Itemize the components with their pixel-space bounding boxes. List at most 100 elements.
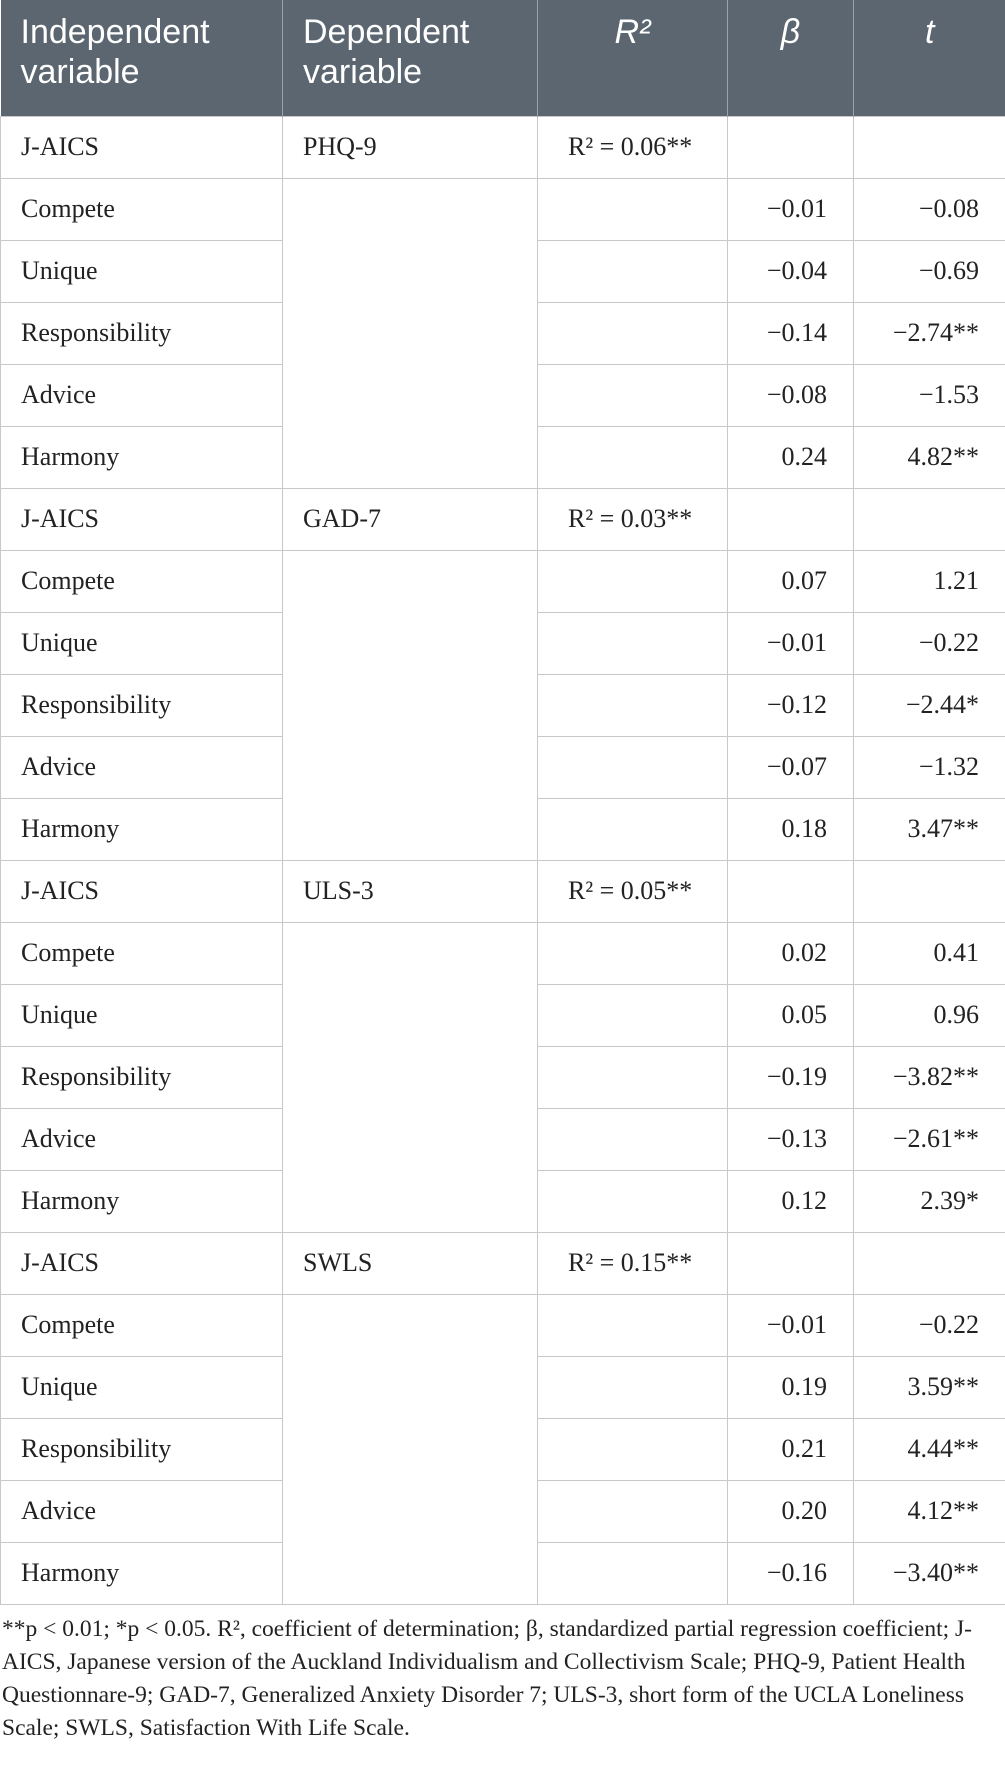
r2-cell: [537, 1479, 728, 1543]
r2-cell: [537, 1417, 728, 1481]
beta-cell: 0.07: [727, 549, 854, 613]
predictor-row: Unique 0.05 0.96: [0, 983, 1005, 1047]
r2-cell: [537, 363, 728, 427]
t-cell: 4.44**: [853, 1417, 1005, 1481]
t-cell: −3.82**: [853, 1045, 1005, 1109]
predictor-cell: Harmony: [0, 1541, 283, 1605]
empty-cell: [282, 549, 538, 861]
r2-cell: [537, 549, 728, 613]
t-cell: 1.21: [853, 549, 1005, 613]
beta-cell: 0.24: [727, 425, 854, 489]
beta-cell: −0.01: [727, 611, 854, 675]
t-cell: 0.96: [853, 983, 1005, 1047]
predictor-cell: Harmony: [0, 1169, 283, 1233]
predictor-row: Harmony 0.18 3.47**: [0, 797, 1005, 861]
r2-cell: [537, 425, 728, 489]
predictor-cell: Unique: [0, 1355, 283, 1419]
predictor-cell: Compete: [0, 921, 283, 985]
beta-cell: [727, 859, 854, 923]
beta-cell: −0.13: [727, 1107, 854, 1171]
t-cell: −0.69: [853, 239, 1005, 303]
beta-cell: [727, 115, 854, 179]
predictor-row: Responsibility −0.19 −3.82**: [0, 1045, 1005, 1109]
header-cell: Dependent variable: [282, 0, 538, 116]
r2-cell: [537, 1541, 728, 1605]
predictor-cell: Unique: [0, 611, 283, 675]
t-cell: −2.44*: [853, 673, 1005, 737]
dependent-cell: PHQ-9: [282, 115, 538, 179]
t-cell: −1.32: [853, 735, 1005, 799]
beta-cell: 0.02: [727, 921, 854, 985]
r2-cell: [537, 1107, 728, 1171]
independent-cell: J-AICS: [0, 487, 283, 551]
predictor-row: Compete −0.01 −0.22: [0, 1293, 1005, 1605]
t-cell: 4.12**: [853, 1479, 1005, 1543]
predictor-row: Compete 0.07 1.21: [0, 549, 1005, 861]
r2-cell: [537, 611, 728, 675]
empty-cell: [282, 177, 538, 489]
t-cell: [853, 487, 1005, 551]
group-row: J-AICS ULS-3 R² = 0.05**: [0, 859, 1005, 923]
predictor-row: Harmony 0.12 2.39*: [0, 1169, 1005, 1233]
t-cell: [853, 1231, 1005, 1295]
predictor-cell: Advice: [0, 735, 283, 799]
independent-cell: J-AICS: [0, 115, 283, 179]
beta-cell: −0.16: [727, 1541, 854, 1605]
predictor-cell: Unique: [0, 239, 283, 303]
predictor-row: Unique −0.01 −0.22: [0, 611, 1005, 675]
r2-cell: R² = 0.06**: [537, 115, 728, 179]
r2-cell: [537, 1045, 728, 1109]
t-cell: −2.74**: [853, 301, 1005, 365]
independent-cell: J-AICS: [0, 859, 283, 923]
r2-cell: [537, 797, 728, 861]
predictor-cell: Unique: [0, 983, 283, 1047]
t-cell: 4.82**: [853, 425, 1005, 489]
beta-cell: 0.05: [727, 983, 854, 1047]
beta-cell: −0.04: [727, 239, 854, 303]
r2-cell: R² = 0.05**: [537, 859, 728, 923]
predictor-cell: Harmony: [0, 425, 283, 489]
empty-cell: [282, 921, 538, 1233]
predictor-cell: Advice: [0, 1479, 283, 1543]
t-cell: −0.22: [853, 1293, 1005, 1357]
beta-cell: 0.18: [727, 797, 854, 861]
beta-cell: [727, 1231, 854, 1295]
predictor-row: Compete 0.02 0.41: [0, 921, 1005, 1233]
r2-cell: [537, 1355, 728, 1419]
t-cell: −0.08: [853, 177, 1005, 241]
header-cell: Independent variable: [0, 0, 283, 116]
r2-cell: [537, 1169, 728, 1233]
predictor-cell: Harmony: [0, 797, 283, 861]
predictor-row: Responsibility 0.21 4.44**: [0, 1417, 1005, 1481]
t-cell: 3.59**: [853, 1355, 1005, 1419]
predictor-row: Unique 0.19 3.59**: [0, 1355, 1005, 1419]
group-row: J-AICS GAD-7 R² = 0.03**: [0, 487, 1005, 551]
beta-cell: 0.21: [727, 1417, 854, 1481]
empty-cell: [282, 1293, 538, 1605]
r2-cell: [537, 673, 728, 737]
r2-cell: [537, 1293, 728, 1357]
predictor-cell: Responsibility: [0, 301, 283, 365]
predictor-row: Harmony −0.16 −3.40**: [0, 1541, 1005, 1605]
t-cell: −1.53: [853, 363, 1005, 427]
predictor-row: Advice −0.08 −1.53: [0, 363, 1005, 427]
r2-cell: [537, 301, 728, 365]
predictor-cell: Compete: [0, 549, 283, 613]
t-cell: −2.61**: [853, 1107, 1005, 1171]
header-row: Independent variable Dependent variable R²…: [0, 0, 1005, 116]
predictor-cell: Compete: [0, 1293, 283, 1357]
predictor-row: Harmony 0.24 4.82**: [0, 425, 1005, 489]
header-cell: t: [853, 0, 1005, 116]
predictor-cell: Compete: [0, 177, 283, 241]
footnote: **p < 0.01; *p < 0.05. R², coefficient o…: [2, 1615, 973, 1741]
dependent-cell: ULS-3: [282, 859, 538, 923]
header-cell: β: [727, 0, 854, 116]
predictor-row: Compete −0.01 −0.08: [0, 177, 1005, 489]
beta-cell: −0.12: [727, 673, 854, 737]
predictor-cell: Advice: [0, 1107, 283, 1171]
table-body: J-AICS PHQ-9 R² = 0.06** Compete −0.01 −0.08 U…: [0, 115, 1005, 1605]
r2-cell: [537, 735, 728, 799]
r2-cell: [537, 921, 728, 985]
predictor-cell: Responsibility: [0, 673, 283, 737]
t-cell: 3.47**: [853, 797, 1005, 861]
